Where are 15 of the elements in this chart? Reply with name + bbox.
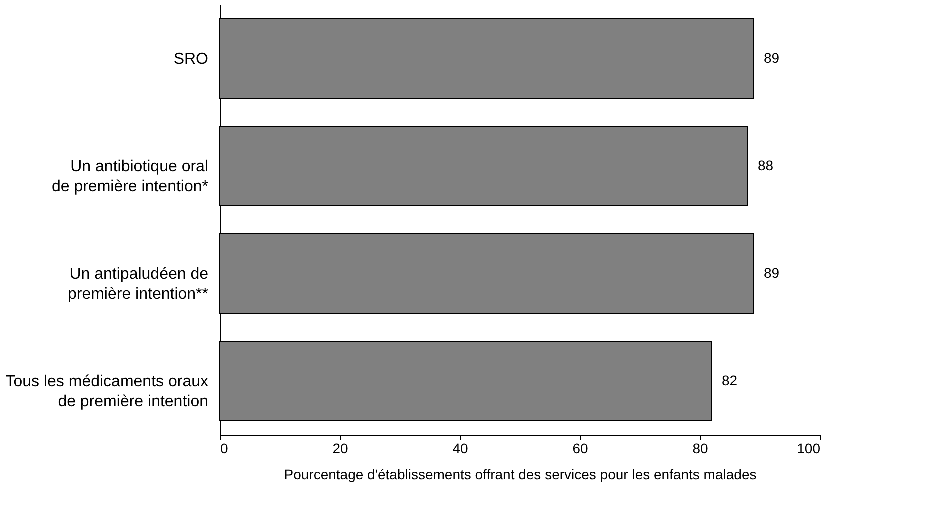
x-tick-label: 100: [797, 440, 821, 456]
data-label: 88: [758, 157, 774, 174]
x-axis-title: Pourcentage d'établissements offrant des services pour les enfants malades: [284, 466, 757, 482]
data-label: 89: [764, 50, 780, 66]
y-tick-label: Tous les médicaments oraux de première intention: [6, 373, 208, 410]
x-tick-label: 20: [332, 440, 348, 456]
x-tick-label: 60: [572, 440, 588, 456]
x-tick-label: 0: [220, 440, 228, 456]
y-tick-label: Un antibiotique oral de première intention*: [52, 158, 208, 196]
x-tick-label: 80: [692, 440, 708, 456]
y-tick-label: SRO: [174, 50, 208, 68]
y-tick-label: Un antipaludéen de première intention**: [68, 266, 209, 303]
x-tick-label: 40: [452, 440, 468, 456]
data-label: 82: [722, 372, 738, 388]
data-label: 89: [764, 264, 780, 281]
